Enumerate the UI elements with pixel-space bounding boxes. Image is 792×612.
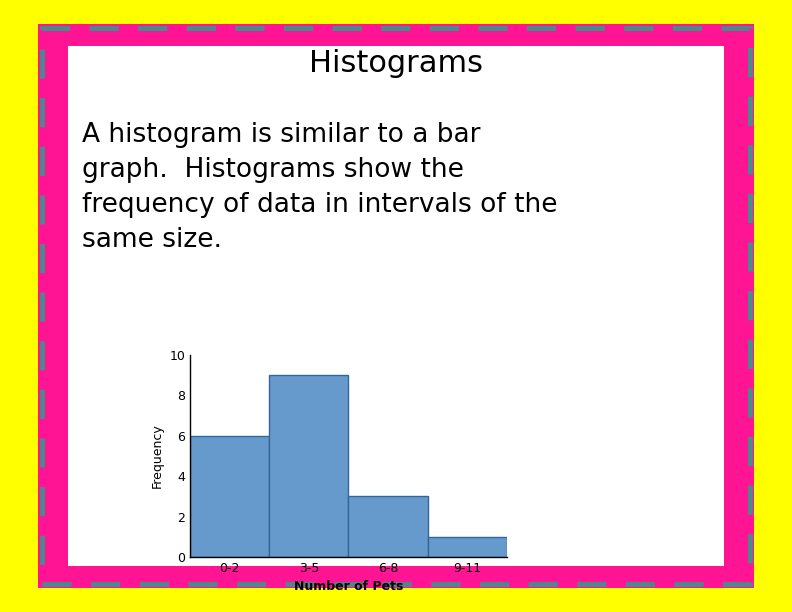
Bar [42,28,750,584]
Bar [68,46,724,566]
Text: Histograms: Histograms [309,50,483,78]
Bar [348,496,428,557]
Y-axis label: Frequency: Frequency [150,424,164,488]
Bar [269,375,348,557]
X-axis label: Number of Pets: Number of Pets [294,580,403,594]
Bar [190,436,269,557]
Text: A histogram is similar to a bar
graph.  Histograms show the
frequency of data in: A histogram is similar to a bar graph. H… [82,122,558,253]
Bar [428,537,507,557]
